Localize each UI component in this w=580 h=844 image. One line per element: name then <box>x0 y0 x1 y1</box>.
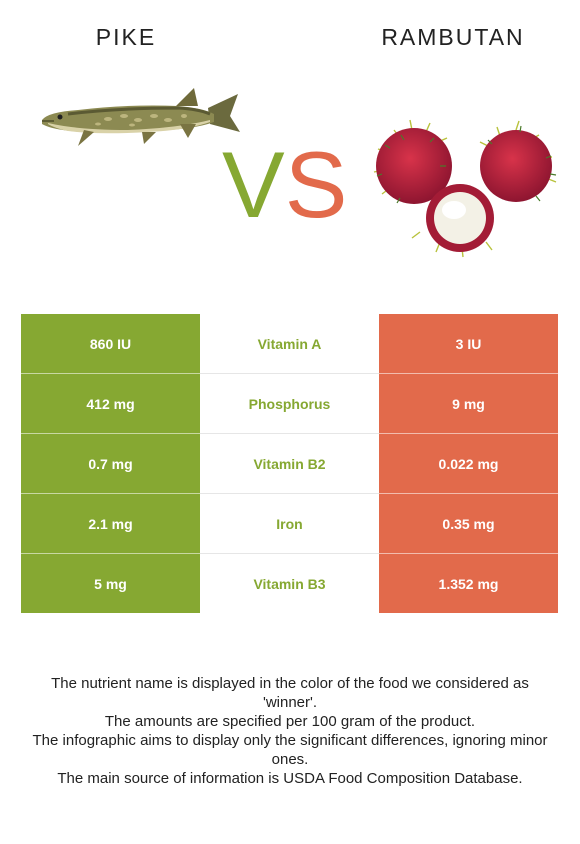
versus-label: VS <box>222 132 348 237</box>
footnote: The nutrient name is displayed in the co… <box>22 674 558 788</box>
nutrient-name: Iron <box>200 493 379 554</box>
table-row: 412 mg Phosphorus 9 mg <box>21 373 558 434</box>
left-value: 0.7 mg <box>21 433 200 494</box>
rambutan-fruit-image <box>373 119 557 258</box>
right-value: 0.35 mg <box>379 493 558 554</box>
right-value: 1.352 mg <box>379 553 558 613</box>
nutrient-name: Vitamin B3 <box>200 553 379 613</box>
nutrient-name: Phosphorus <box>200 373 379 434</box>
table-row: 2.1 mg Iron 0.35 mg <box>21 493 558 554</box>
table-row: 5 mg Vitamin B3 1.352 mg <box>21 553 558 613</box>
left-food-title: PIKE <box>95 24 157 50</box>
footnote-line: The nutrient name is displayed in the co… <box>51 675 529 711</box>
pike-fish-image <box>42 88 240 146</box>
footnote-line: The main source of information is USDA F… <box>57 770 523 787</box>
right-value: 9 mg <box>379 373 558 434</box>
left-value: 412 mg <box>21 373 200 434</box>
right-food-title: RAMBUTAN <box>381 24 525 50</box>
nutrient-comparison-table: 860 IU Vitamin A 3 IU 412 mg Phosphorus … <box>21 314 558 613</box>
table-row: 860 IU Vitamin A 3 IU <box>21 314 558 374</box>
right-value: 0.022 mg <box>379 433 558 494</box>
nutrient-name: Vitamin B2 <box>200 433 379 494</box>
footnote-line: The infographic aims to display only the… <box>32 732 548 768</box>
left-value: 2.1 mg <box>21 493 200 554</box>
nutrient-name: Vitamin A <box>200 314 379 374</box>
left-value: 5 mg <box>21 553 200 613</box>
right-value: 3 IU <box>379 314 558 374</box>
table-row: 0.7 mg Vitamin B2 0.022 mg <box>21 433 558 494</box>
footnote-line: The amounts are specified per 100 gram o… <box>104 713 476 730</box>
left-value: 860 IU <box>21 314 200 374</box>
